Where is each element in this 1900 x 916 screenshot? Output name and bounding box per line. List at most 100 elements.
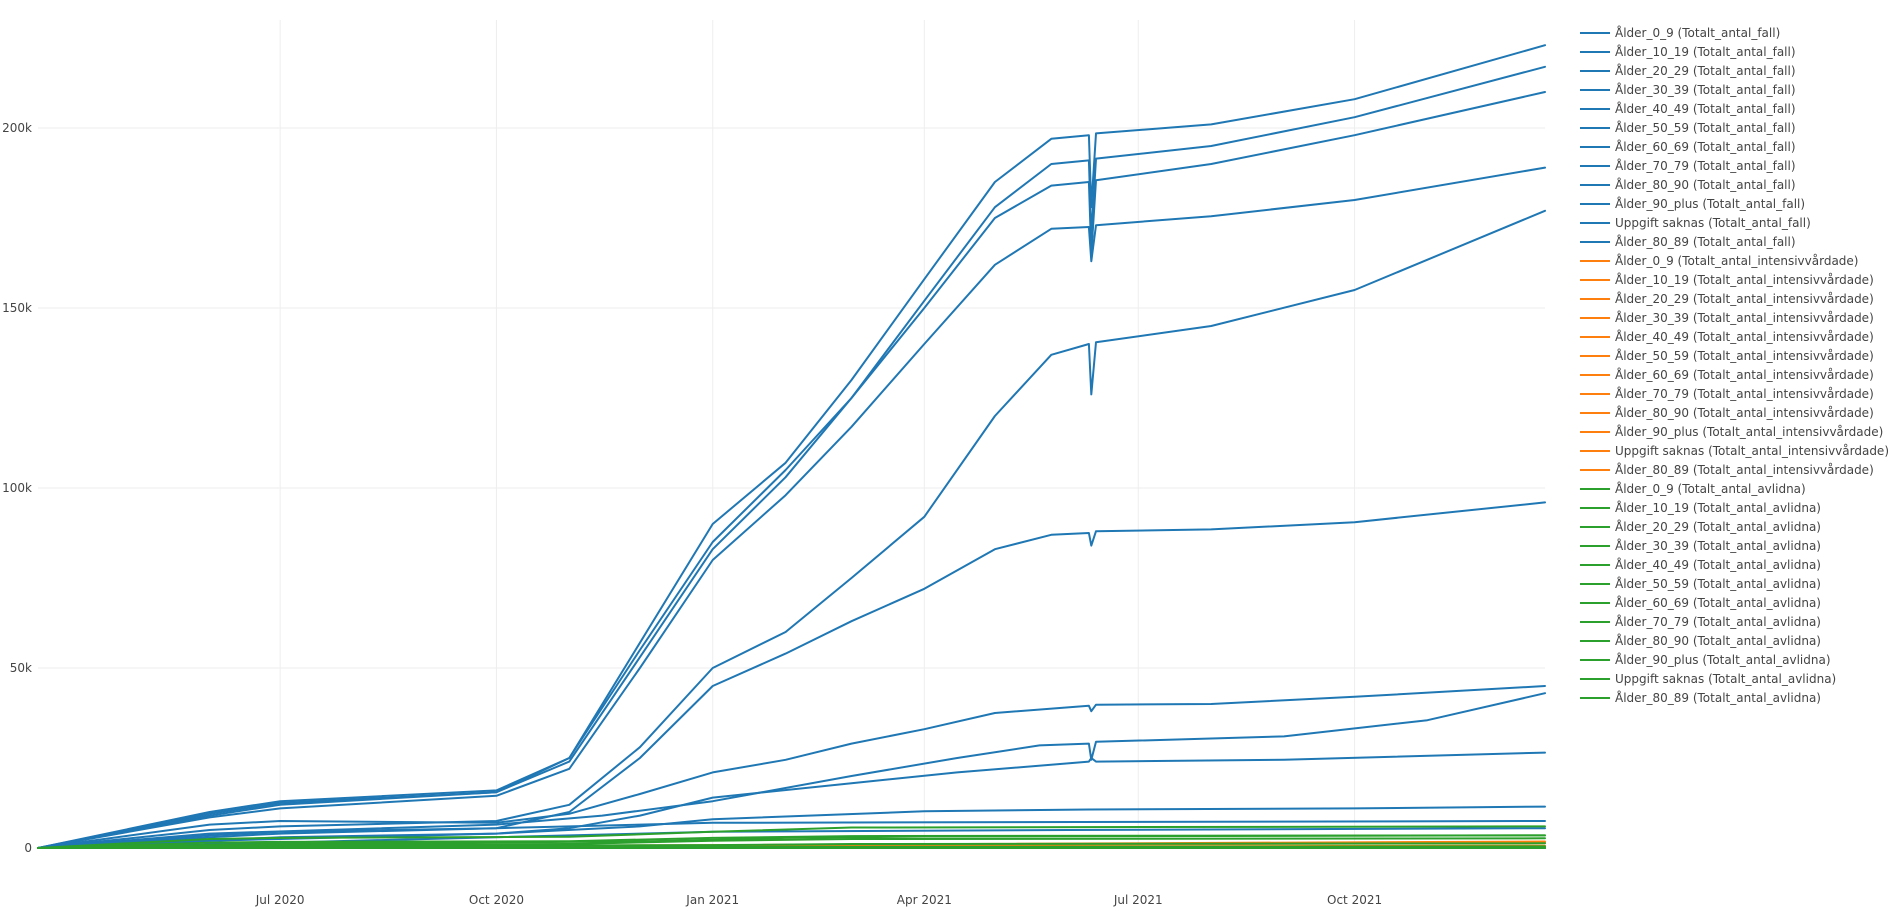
legend-label: Ålder_70_79 (Totalt_antal_avlidna) (1615, 614, 1821, 629)
legend-item[interactable]: Ålder_50_59 (Totalt_antal_fall) (1580, 120, 1796, 135)
series-line[interactable] (37, 501, 1546, 849)
series-line[interactable] (37, 834, 1546, 849)
legend-item[interactable]: Ålder_50_59 (Totalt_antal_avlidna) (1580, 576, 1821, 591)
legend-label: Ålder_60_69 (Totalt_antal_avlidna) (1615, 595, 1821, 610)
legend-label: Ålder_0_9 (Totalt_antal_avlidna) (1615, 481, 1806, 496)
legend-item[interactable]: Ålder_70_79 (Totalt_antal_avlidna) (1580, 614, 1821, 629)
legend-item[interactable]: Ålder_60_69 (Totalt_antal_fall) (1580, 139, 1796, 154)
legend-item[interactable]: Ålder_40_49 (Totalt_antal_fall) (1580, 101, 1796, 116)
y-tick-label: 100k (2, 481, 32, 495)
legend-label: Ålder_90_plus (Totalt_antal_fall) (1615, 196, 1805, 211)
legend-label: Ålder_10_19 (Totalt_antal_fall) (1615, 44, 1796, 59)
y-tick-label: 50k (10, 661, 32, 675)
legend-label: Ålder_30_39 (Totalt_antal_avlidna) (1615, 538, 1821, 553)
legend-label: Ålder_60_69 (Totalt_antal_fall) (1615, 139, 1796, 154)
legend-label: Uppgift saknas (Totalt_antal_fall) (1615, 216, 1811, 230)
legend-item[interactable]: Ålder_80_90 (Totalt_antal_fall) (1580, 177, 1796, 192)
x-tick-label: Oct 2020 (469, 893, 524, 907)
legend-label: Ålder_80_90 (Totalt_antal_fall) (1615, 177, 1796, 192)
x-tick-label: Oct 2021 (1327, 893, 1382, 907)
legend-label: Ålder_90_plus (Totalt_antal_avlidna) (1615, 652, 1831, 667)
legend-label: Ålder_70_79 (Totalt_antal_intensivvårdad… (1615, 386, 1874, 401)
legend-item[interactable]: Ålder_70_79 (Totalt_antal_fall) (1580, 158, 1796, 173)
legend-item[interactable]: Ålder_0_9 (Totalt_antal_fall) (1580, 25, 1780, 40)
legend-label: Uppgift saknas (Totalt_antal_avlidna) (1615, 672, 1836, 686)
legend-label: Ålder_40_49 (Totalt_antal_intensivvårdad… (1615, 329, 1874, 344)
legend-label: Ålder_80_89 (Totalt_antal_fall) (1615, 234, 1796, 249)
legend-item[interactable]: Ålder_60_69 (Totalt_antal_avlidna) (1580, 595, 1821, 610)
legend-item[interactable]: Ålder_30_39 (Totalt_antal_intensivvårdad… (1580, 310, 1874, 325)
legend-label: Ålder_80_89 (Totalt_antal_avlidna) (1615, 690, 1821, 705)
x-tick-label: Apr 2021 (897, 893, 952, 907)
series-line[interactable] (37, 685, 1546, 849)
legend-label: Ålder_40_49 (Totalt_antal_avlidna) (1615, 557, 1821, 572)
legend-label: Ålder_40_49 (Totalt_antal_fall) (1615, 101, 1796, 116)
x-tick-label: Jul 2021 (1113, 893, 1163, 907)
legend-item[interactable]: Ålder_50_59 (Totalt_antal_intensivvårdad… (1580, 348, 1874, 363)
series-line[interactable] (37, 837, 1546, 849)
series-line[interactable] (37, 91, 1546, 849)
legend-item[interactable]: Ålder_90_plus (Totalt_antal_intensivvård… (1580, 424, 1883, 439)
legend-label: Ålder_80_89 (Totalt_antal_intensivvårdad… (1615, 462, 1874, 477)
legend-label: Ålder_80_90 (Totalt_antal_intensivvårdad… (1615, 405, 1874, 420)
legend-item[interactable]: Ålder_30_39 (Totalt_antal_fall) (1580, 82, 1796, 97)
legend-item[interactable]: Ålder_80_90 (Totalt_antal_avlidna) (1580, 633, 1821, 648)
series-line[interactable] (37, 65, 1546, 849)
legend-label: Ålder_0_9 (Totalt_antal_intensivvårdade) (1615, 253, 1858, 268)
legend-item[interactable]: Ålder_10_19 (Totalt_antal_fall) (1580, 44, 1796, 59)
legend-item[interactable]: Ålder_0_9 (Totalt_antal_avlidna) (1580, 481, 1806, 496)
legend-item[interactable]: Ålder_40_49 (Totalt_antal_intensivvårdad… (1580, 329, 1874, 344)
legend-item[interactable]: Ålder_20_29 (Totalt_antal_fall) (1580, 63, 1796, 78)
series-line[interactable] (37, 751, 1546, 849)
legend-label: Ålder_30_39 (Totalt_antal_intensivvårdad… (1615, 310, 1874, 325)
legend-label: Ålder_10_19 (Totalt_antal_intensivvårdad… (1615, 272, 1874, 287)
legend-item[interactable]: Uppgift saknas (Totalt_antal_intensivvår… (1580, 444, 1889, 458)
legend-item[interactable]: Ålder_90_plus (Totalt_antal_avlidna) (1580, 652, 1831, 667)
axis-layer: 0 50k 100k 150k 200k Jul 2020 Oct 2020 Jan 2021… (2, 121, 1545, 907)
series-line[interactable] (37, 166, 1546, 849)
legend-item[interactable]: Ålder_10_19 (Totalt_antal_intensivvårdad… (1580, 272, 1874, 287)
legend-item[interactable]: Uppgift saknas (Totalt_antal_fall) (1580, 216, 1811, 230)
legend-item[interactable]: Ålder_90_plus (Totalt_antal_fall) (1580, 196, 1805, 211)
legend-label: Ålder_50_59 (Totalt_antal_intensivvårdad… (1615, 348, 1874, 363)
grid-layer (38, 20, 1545, 848)
series-line[interactable] (37, 692, 1546, 849)
series-line[interactable] (37, 825, 1546, 849)
series-layer (37, 44, 1546, 849)
legend-item[interactable]: Ålder_70_79 (Totalt_antal_intensivvårdad… (1580, 386, 1874, 401)
legend-label: Ålder_20_29 (Totalt_antal_avlidna) (1615, 519, 1821, 534)
legend-label: Ålder_30_39 (Totalt_antal_fall) (1615, 82, 1796, 97)
legend-label: Ålder_60_69 (Totalt_antal_intensivvårdad… (1615, 367, 1874, 382)
legend-item[interactable]: Ålder_40_49 (Totalt_antal_avlidna) (1580, 557, 1821, 572)
legend-label: Ålder_80_90 (Totalt_antal_avlidna) (1615, 633, 1821, 648)
legend-label: Ålder_90_plus (Totalt_antal_intensivvård… (1615, 424, 1883, 439)
legend[interactable]: Ålder_0_9 (Totalt_antal_fall) Ålder_10_19… (1580, 25, 1889, 705)
legend-item[interactable]: Ålder_80_89 (Totalt_antal_intensivvårdad… (1580, 462, 1874, 477)
series-line[interactable] (37, 842, 1546, 849)
legend-label: Ålder_50_59 (Totalt_antal_avlidna) (1615, 576, 1821, 591)
x-tick-label: Jul 2020 (255, 893, 305, 907)
legend-label: Ålder_70_79 (Totalt_antal_fall) (1615, 158, 1796, 173)
series-line[interactable] (37, 820, 1546, 849)
legend-label: Ålder_50_59 (Totalt_antal_fall) (1615, 120, 1796, 135)
legend-item[interactable]: Ålder_80_90 (Totalt_antal_intensivvårdad… (1580, 405, 1874, 420)
legend-label: Ålder_0_9 (Totalt_antal_fall) (1615, 25, 1780, 40)
legend-item[interactable]: Ålder_30_39 (Totalt_antal_avlidna) (1580, 538, 1821, 553)
legend-item[interactable]: Ålder_10_19 (Totalt_antal_avlidna) (1580, 500, 1821, 515)
x-tick-label: Jan 2021 (685, 893, 739, 907)
legend-item[interactable]: Ålder_60_69 (Totalt_antal_intensivvårdad… (1580, 367, 1874, 382)
legend-item[interactable]: Ålder_0_9 (Totalt_antal_intensivvårdade) (1580, 253, 1858, 268)
legend-item[interactable]: Ålder_20_29 (Totalt_antal_intensivvårdad… (1580, 291, 1874, 306)
legend-item[interactable]: Ålder_20_29 (Totalt_antal_avlidna) (1580, 519, 1821, 534)
legend-label: Ålder_20_29 (Totalt_antal_fall) (1615, 63, 1796, 78)
legend-item[interactable]: Uppgift saknas (Totalt_antal_avlidna) (1580, 672, 1836, 686)
legend-item[interactable]: Ålder_80_89 (Totalt_antal_avlidna) (1580, 690, 1821, 705)
series-line[interactable] (37, 44, 1546, 849)
legend-label: Ålder_20_29 (Totalt_antal_intensivvårdad… (1615, 291, 1874, 306)
y-tick-label: 200k (2, 121, 32, 135)
legend-item[interactable]: Ålder_80_89 (Totalt_antal_fall) (1580, 234, 1796, 249)
y-tick-label: 0 (24, 841, 32, 855)
series-line[interactable] (37, 209, 1546, 849)
legend-label: Ålder_10_19 (Totalt_antal_avlidna) (1615, 500, 1821, 515)
